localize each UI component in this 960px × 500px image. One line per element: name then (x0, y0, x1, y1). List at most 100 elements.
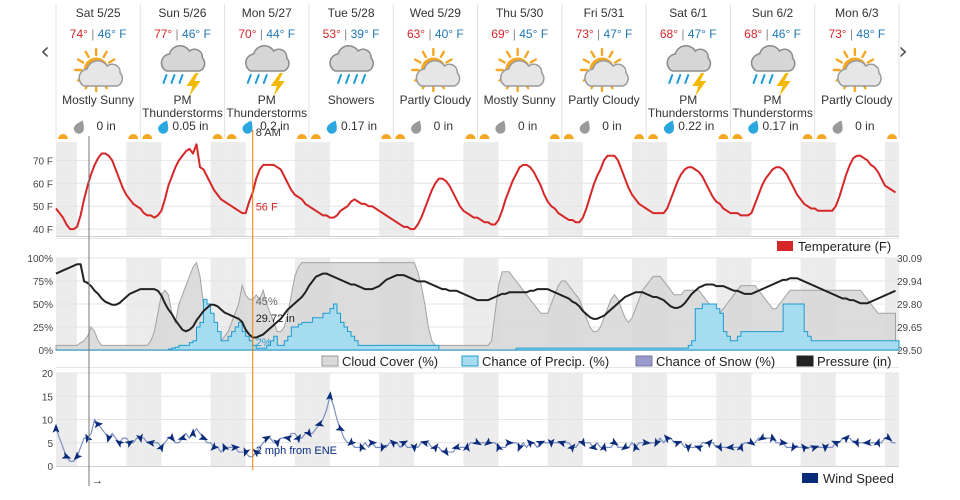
day-high: 69° (491, 27, 509, 41)
rain-streak (345, 74, 351, 84)
day-card: Tue 5/28 53° | 39° F Showers 0.17 in (310, 6, 392, 139)
wind-direction-arrow (809, 445, 820, 452)
day-date: Sat 6/1 (669, 6, 707, 20)
wind-direction-arrow (189, 428, 197, 438)
temperature-chart: 70 F 60 F 50 F 40 F (33, 143, 897, 236)
wind-direction-arrow (599, 442, 607, 453)
day-date: Mon 6/3 (835, 6, 879, 20)
night-band (56, 142, 78, 236)
temp-separator: | (257, 27, 267, 41)
wind-direction-arrow (641, 438, 652, 446)
cloud-shape (329, 45, 374, 72)
wind-direction-arrow (166, 432, 176, 442)
wind-tick-label: 15 (42, 392, 54, 403)
cloud-shape (415, 60, 461, 87)
lightning-bolt (186, 73, 201, 96)
wind-direction-arrow (663, 434, 673, 444)
wind-direction-arrow (398, 440, 409, 448)
day-condition: Mostly Sunny (484, 93, 556, 107)
lightning-bolt (692, 73, 707, 96)
legend-temperature-swatch (777, 241, 793, 251)
night-band (730, 142, 752, 236)
wind-direction-arrow (243, 447, 251, 457)
sunrise-icon (142, 134, 153, 139)
rain-streak (246, 74, 252, 84)
temp-tick-label: 60 F (33, 179, 53, 190)
day-card: Thu 5/30 69° | 45° F Mostly Sunny 0 in (479, 6, 560, 139)
rain-streak (170, 74, 176, 84)
percent-tick-label: 75% (33, 277, 53, 288)
sun-cloud-icon (495, 47, 545, 93)
hover-readout: 8 AM 56 F 45% 29.72 in 2% 2 mph from ENE → (88, 127, 337, 487)
pressure-line (55, 263, 896, 339)
sun-ray (498, 58, 506, 64)
wind-direction-arrow (380, 442, 388, 453)
wind-direction-arrow (282, 435, 293, 443)
prev-days-button[interactable]: ‹ (34, 36, 56, 66)
wind-direction-arrow (746, 437, 756, 446)
wind-direction-arrow (145, 439, 156, 447)
hover-time-label: 8 AM (256, 127, 281, 139)
day-card: Fri 5/31 73° | 47° F Partly Cloudy 0 in (563, 6, 645, 139)
raindrop-icon (664, 120, 675, 134)
sun-cloud-icon (73, 47, 124, 93)
wind-direction-arrow (61, 451, 72, 459)
wind-direction-arrow (684, 443, 692, 453)
legend-pressure-swatch (796, 355, 814, 367)
day-low: 47° F (688, 27, 717, 41)
temp-separator: | (678, 27, 688, 41)
wind-tick-label: 0 (47, 462, 53, 473)
rain-streak (768, 74, 774, 84)
wind-direction-arrow (335, 423, 345, 432)
temp-separator: | (847, 27, 857, 41)
wind-direction-arrow (359, 442, 367, 453)
wind-direction-arrow (326, 391, 334, 401)
temp-separator: | (762, 27, 772, 41)
wind-direction-arrow (791, 442, 799, 452)
chevron-left-icon: ‹ (40, 37, 50, 65)
wind-direction-arrow (714, 442, 723, 452)
wind-direction-arrow (496, 442, 504, 453)
day-condition-line: PM (764, 93, 782, 107)
day-card: Wed 5/29 63° | 40° F Partly Cloudy 0 in (395, 6, 476, 139)
wind-direction-arrow (303, 428, 312, 438)
wind-direction-arrow (778, 438, 789, 446)
sun-ray (505, 50, 512, 59)
next-days-button[interactable]: › (892, 36, 914, 66)
rain-streak (353, 74, 359, 84)
day-date: Tue 5/28 (328, 6, 375, 20)
wind-direction-arrow (769, 433, 777, 443)
sun-ray (582, 58, 591, 64)
wind-direction-arrow (419, 440, 430, 448)
rain-streak (162, 74, 168, 84)
wind-direction-arrow (588, 443, 598, 451)
raindrop-icon (73, 120, 84, 134)
sun-ray (843, 50, 849, 59)
wind-direction-arrow (484, 437, 494, 446)
wind-direction-arrow (430, 443, 439, 453)
day-condition: Partly Cloudy (568, 93, 639, 107)
wind-direction-arrow (725, 443, 735, 451)
wind-direction-arrow (440, 446, 449, 457)
day-condition-line: Thunderstorms (732, 106, 813, 120)
wind-tick-label: 5 (47, 439, 53, 450)
sunrise-icon (479, 134, 490, 139)
sunset-icon (549, 134, 560, 139)
wind-direction-arrow (230, 444, 241, 452)
wind-direction-arrow (567, 443, 576, 453)
day-precip: 0 in (518, 119, 537, 133)
wind-direction-arrow (52, 423, 60, 433)
wind-direction-arrow (535, 440, 546, 448)
temp-separator: | (341, 27, 351, 41)
day-precip: 0 in (855, 119, 874, 133)
sun-ray (608, 50, 614, 59)
day-low: 48° F (856, 27, 885, 41)
night-band (632, 142, 647, 236)
wind-direction-arrow (124, 440, 134, 448)
wind-direction-arrow (609, 437, 619, 446)
day-precip: 0.17 in (763, 119, 799, 133)
wind-direction-arrow (801, 443, 810, 453)
cloud-shape (837, 60, 882, 87)
raindrop-icon (326, 120, 337, 134)
